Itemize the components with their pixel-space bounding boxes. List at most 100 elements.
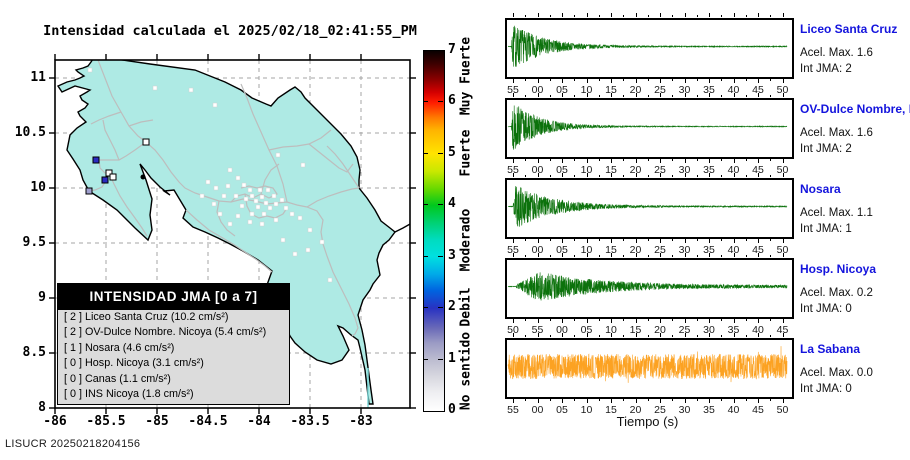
panel-tick-minor xyxy=(549,159,551,161)
panel-tick-label: 25 xyxy=(678,324,691,336)
panel-tick-minor xyxy=(574,255,576,257)
panel-tick-label: 00 xyxy=(531,84,544,96)
colorbar-tick-label: 5 xyxy=(448,144,456,160)
colorbar-tick xyxy=(438,101,443,103)
panel-tick-label: 45 xyxy=(752,404,764,416)
time-axis-label: Tiempo (s) xyxy=(616,414,679,429)
panel-tick-label: 00 xyxy=(531,164,544,176)
station-marker-white xyxy=(227,167,233,173)
station-int-jma: Int JMA: 1 xyxy=(800,223,852,235)
panel-tick-label: 10 xyxy=(580,84,593,96)
panel-tick-minor xyxy=(598,239,600,241)
panel-tick xyxy=(586,399,588,403)
panel-tick-minor xyxy=(647,159,649,161)
panel-tick-minor xyxy=(574,175,576,177)
station-marker-white xyxy=(289,211,295,217)
station-marker-white xyxy=(247,187,253,193)
panel-tick-minor xyxy=(745,95,747,97)
panel-tick-minor xyxy=(598,79,600,81)
road xyxy=(108,172,148,237)
panel-tick-label: 40 xyxy=(727,244,740,256)
panel-tick-minor xyxy=(672,255,674,257)
panel-tick xyxy=(513,173,514,177)
station-marker-intensity xyxy=(92,156,100,164)
panel-tick xyxy=(709,319,710,323)
panel-tick xyxy=(562,319,563,323)
panel-tick-label: 00 xyxy=(531,404,544,416)
station-marker-white xyxy=(319,239,325,245)
panel-tick-label: 45 xyxy=(752,84,764,96)
station-marker-intensity xyxy=(109,173,117,181)
waveform-plot xyxy=(507,105,788,150)
panel-tick-minor xyxy=(672,335,674,337)
station-marker-white xyxy=(217,211,223,217)
panel-tick xyxy=(660,399,661,403)
waveform-panel xyxy=(505,338,794,399)
panel-tick xyxy=(660,239,661,243)
x-tick-label: -84.5 xyxy=(188,414,228,429)
panel-tick xyxy=(513,319,514,323)
panel-tick-label: 25 xyxy=(654,84,666,96)
panel-tick-minor xyxy=(770,399,772,401)
panel-tick-minor xyxy=(525,95,527,97)
road xyxy=(260,163,280,195)
panel-tick-minor xyxy=(574,79,576,81)
station-marker-white xyxy=(305,247,311,253)
panel-tick xyxy=(733,79,735,83)
panel-tick xyxy=(758,399,759,403)
panel-tick xyxy=(537,319,539,323)
panel-tick xyxy=(782,333,784,337)
panel-tick-minor xyxy=(770,79,772,81)
road xyxy=(326,145,360,189)
panel-tick-label: 35 xyxy=(703,164,715,176)
panel-tick-label: 45 xyxy=(752,244,764,256)
panel-tick xyxy=(782,13,784,17)
station-marker-white xyxy=(273,201,279,207)
panel-tick-label: 05 xyxy=(556,84,568,96)
panel-tick xyxy=(660,13,661,17)
colorbar-tick xyxy=(423,204,428,206)
x-tick-label: -83 xyxy=(349,414,373,429)
legend-row: [ 0 ] Hosp. Nicoya (3.1 cm/s²) xyxy=(64,357,204,370)
colorbar-tick-label: 0 xyxy=(448,402,456,417)
panel-tick-label: 50 xyxy=(776,404,789,416)
station-acel-max: Acel. Max. 1.6 xyxy=(800,47,873,59)
colorbar-tick xyxy=(438,204,443,206)
station-marker-white xyxy=(199,193,205,199)
panel-tick xyxy=(635,159,637,163)
colorbar-tick xyxy=(423,152,428,154)
panel-tick-minor xyxy=(696,239,698,241)
panel-tick xyxy=(635,253,637,257)
panel-tick-minor xyxy=(745,319,747,321)
panel-tick-minor xyxy=(696,399,698,401)
road xyxy=(90,111,122,125)
panel-tick-label: 40 xyxy=(752,324,764,336)
station-acel-max: Acel. Max. 0.2 xyxy=(800,287,873,299)
panel-tick-minor xyxy=(574,159,576,161)
panel-tick-label: 45 xyxy=(776,324,789,336)
panel-tick-label: 10 xyxy=(605,324,617,336)
y-tick-label: 9.5 xyxy=(22,235,46,250)
panel-tick-minor xyxy=(696,159,698,161)
panel-tick-label: 20 xyxy=(654,324,666,336)
station-name: Nosara xyxy=(800,182,841,196)
panel-tick-minor xyxy=(721,95,723,97)
panel-tick xyxy=(635,239,637,243)
panel-tick xyxy=(586,253,588,257)
panel-tick-label: 05 xyxy=(556,244,568,256)
panel-tick xyxy=(611,173,612,177)
panel-tick-minor xyxy=(696,95,698,97)
panel-tick xyxy=(586,13,588,17)
station-marker-white xyxy=(87,67,93,73)
panel-tick-label: 05 xyxy=(556,404,568,416)
y-tick-label: 9 xyxy=(38,290,46,305)
panel-tick xyxy=(513,239,514,243)
panel-tick-minor xyxy=(647,335,649,337)
panel-tick-label: 50 xyxy=(507,324,519,336)
panel-tick-minor xyxy=(745,79,747,81)
panel-tick xyxy=(537,239,539,243)
panel-tick xyxy=(684,93,686,97)
panel-tick-label: 55 xyxy=(531,324,544,336)
y-tick-label: 10.5 xyxy=(14,125,46,140)
panel-tick xyxy=(611,93,612,97)
